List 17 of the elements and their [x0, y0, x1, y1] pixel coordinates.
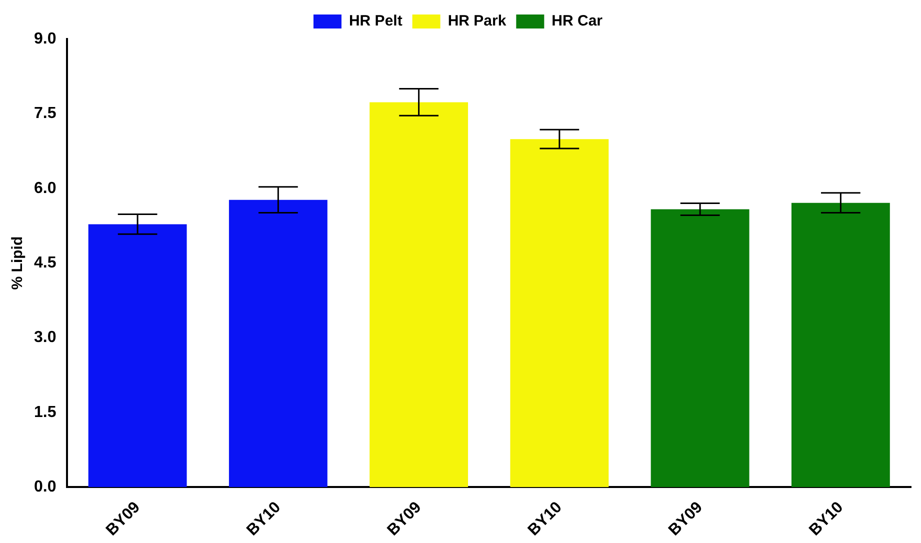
bar [510, 139, 609, 488]
y-tick-label: 9.0 [34, 30, 56, 48]
bar [228, 200, 328, 488]
y-tick-label: 7.5 [34, 105, 56, 122]
y-tick-label: 3.0 [34, 329, 56, 346]
bar [370, 102, 468, 488]
y-axis-title: % Lipid [9, 236, 26, 290]
y-tick-label: 1.5 [34, 404, 56, 421]
legend-label: HR Car [552, 12, 603, 30]
bar [650, 209, 750, 488]
legend-label: HR Park [448, 12, 507, 30]
y-tick-label: 4.5 [34, 254, 56, 272]
legend-label: HR Pelt [348, 12, 402, 30]
bar [791, 202, 890, 488]
y-tick-label: 0.0 [34, 478, 56, 496]
bar [88, 224, 187, 488]
y-tick-label: 6.0 [34, 180, 56, 197]
